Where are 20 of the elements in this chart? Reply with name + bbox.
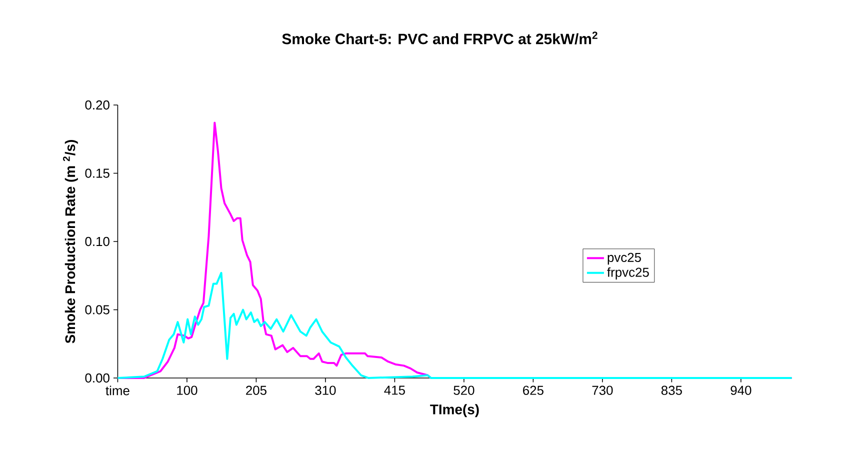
y-tick-label: 0.00 (85, 373, 110, 383)
x-tick-label: 625 (523, 386, 544, 395)
x-tick-label: time (106, 386, 130, 396)
legend-label: frpvc25 (607, 267, 649, 280)
x-tick-label: 940 (730, 386, 752, 395)
x-tick-label: 100 (177, 386, 198, 395)
x-tick-label: 730 (592, 386, 613, 395)
x-tick-label: 520 (454, 386, 474, 395)
y-tick-label: 0.10 (85, 236, 110, 246)
y-tick-label: 0.15 (85, 168, 110, 178)
x-axis-title: TIme(s) (430, 404, 479, 418)
y-axis-title: Smoke Production Rate (m $^{2}$/s) (62, 140, 78, 344)
x-tick-label: 310 (315, 386, 336, 395)
legend-label: pvc25 (608, 252, 641, 265)
y-tick-label: 0.20 (85, 100, 110, 110)
y-tick-label: 0.05 (85, 305, 110, 314)
x-tick-label: 415 (384, 386, 405, 395)
x-tick-label: 205 (246, 386, 266, 395)
chart-title: Smoke Chart-5: PVC and FRPVC at 25kW/m$^{2}$ (282, 32, 598, 44)
x-tick-label: 835 (661, 386, 682, 395)
